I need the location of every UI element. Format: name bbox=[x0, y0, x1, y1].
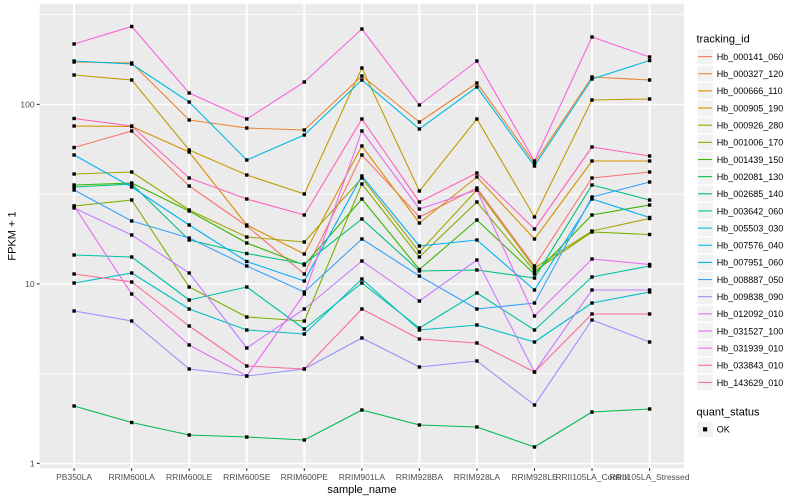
svg-text:Hb_001006_170: Hb_001006_170 bbox=[717, 138, 784, 148]
svg-text:RRIM928LE: RRIM928LE bbox=[511, 472, 558, 482]
svg-text:RRIM600LA: RRIM600LA bbox=[108, 472, 155, 482]
svg-text:RRIM600SE: RRIM600SE bbox=[223, 472, 271, 482]
svg-text:RRII105LA_Stressed: RRII105LA_Stressed bbox=[610, 472, 690, 482]
svg-text:RRII105LA_Control: RRII105LA_Control bbox=[555, 472, 629, 482]
svg-text:Hb_005503_030: Hb_005503_030 bbox=[717, 223, 784, 233]
svg-text:Hb_012092_010: Hb_012092_010 bbox=[717, 309, 784, 319]
svg-text:Hb_031527_100: Hb_031527_100 bbox=[717, 326, 784, 336]
svg-text:FPKM + 1: FPKM + 1 bbox=[6, 211, 18, 260]
svg-text:RRIM901LA: RRIM901LA bbox=[339, 472, 386, 482]
svg-text:RRIM928LA: RRIM928LA bbox=[454, 472, 501, 482]
svg-text:Hb_001439_150: Hb_001439_150 bbox=[717, 155, 784, 165]
svg-text:100: 100 bbox=[20, 100, 34, 110]
svg-text:Hb_031939_010: Hb_031939_010 bbox=[717, 343, 784, 353]
svg-text:RRIM600LE: RRIM600LE bbox=[166, 472, 213, 482]
svg-text:sample_name: sample_name bbox=[327, 484, 396, 496]
svg-text:Hb_003642_060: Hb_003642_060 bbox=[717, 206, 784, 216]
svg-text:RRIM600PE: RRIM600PE bbox=[281, 472, 329, 482]
svg-text:Hb_007576_040: Hb_007576_040 bbox=[717, 241, 784, 251]
svg-text:Hb_000905_190: Hb_000905_190 bbox=[717, 103, 784, 113]
svg-text:quant_status: quant_status bbox=[697, 407, 760, 419]
svg-text:Hb_143629_010: Hb_143629_010 bbox=[717, 378, 784, 388]
svg-text:Hb_008887_050: Hb_008887_050 bbox=[717, 275, 784, 285]
svg-text:Hb_000666_110: Hb_000666_110 bbox=[717, 86, 783, 96]
svg-text:Hb_000141_060: Hb_000141_060 bbox=[717, 52, 784, 62]
svg-text:Hb_002685_140: Hb_002685_140 bbox=[717, 189, 784, 199]
svg-text:Hb_000926_280: Hb_000926_280 bbox=[717, 121, 784, 131]
svg-text:Hb_033843_010: Hb_033843_010 bbox=[717, 361, 784, 371]
svg-text:RRIM928BA: RRIM928BA bbox=[396, 472, 444, 482]
svg-text:1: 1 bbox=[30, 459, 35, 469]
svg-text:10: 10 bbox=[25, 279, 35, 289]
svg-text:Hb_009838_090: Hb_009838_090 bbox=[717, 292, 784, 302]
svg-text:Hb_000327_120: Hb_000327_120 bbox=[717, 69, 784, 79]
svg-text:OK: OK bbox=[717, 425, 730, 435]
svg-text:Hb_007951_060: Hb_007951_060 bbox=[717, 258, 784, 268]
svg-text:Hb_002081_130: Hb_002081_130 bbox=[717, 172, 784, 182]
svg-text:PB350LA: PB350LA bbox=[56, 472, 92, 482]
svg-text:tracking_id: tracking_id bbox=[697, 34, 750, 46]
